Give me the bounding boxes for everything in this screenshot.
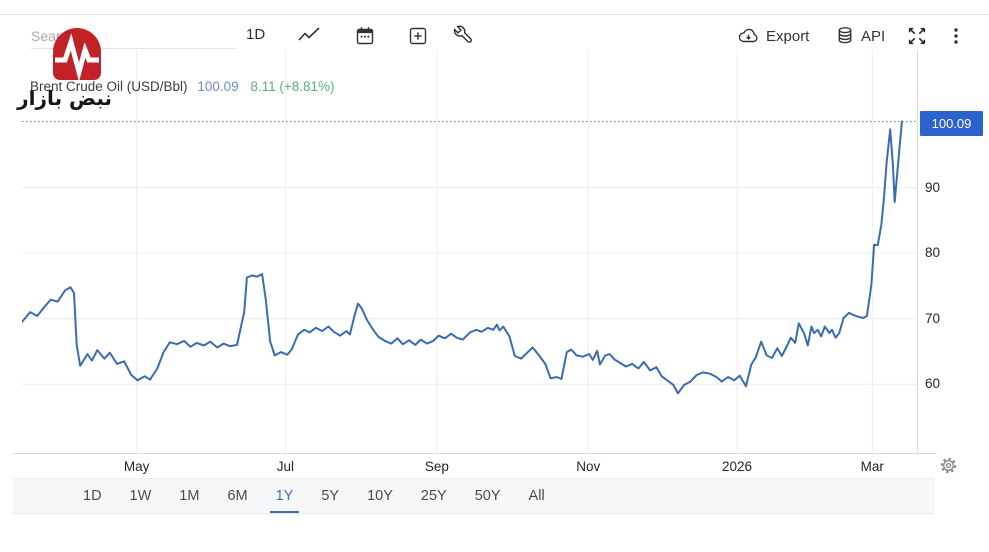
export-label: Export bbox=[766, 27, 810, 45]
calendar-button[interactable] bbox=[353, 24, 377, 48]
price-chart[interactable] bbox=[22, 50, 918, 453]
x-tick-label: 2026 bbox=[721, 459, 753, 474]
range-button-25y[interactable]: 25Y bbox=[415, 479, 453, 513]
add-indicator-button[interactable] bbox=[406, 24, 430, 48]
range-button-5y[interactable]: 5Y bbox=[315, 479, 345, 513]
range-button-10y[interactable]: 10Y bbox=[361, 479, 399, 513]
price-series-line bbox=[22, 120, 903, 395]
chart-settings-button[interactable] bbox=[939, 456, 959, 476]
fullscreen-button[interactable] bbox=[905, 24, 929, 48]
calendar-icon bbox=[356, 27, 374, 45]
range-button-50y[interactable]: 50Y bbox=[469, 479, 507, 513]
last-price-badge: 100.09 bbox=[920, 111, 983, 137]
gear-icon bbox=[940, 457, 957, 474]
tools-button[interactable] bbox=[452, 24, 476, 48]
x-axis-line bbox=[13, 453, 937, 454]
fullscreen-icon bbox=[908, 27, 926, 45]
api-button[interactable]: API bbox=[834, 25, 885, 47]
more-menu-button[interactable] bbox=[944, 24, 968, 48]
line-chart-icon bbox=[298, 27, 320, 41]
last-price: 100.09 bbox=[197, 79, 239, 94]
range-selector: 1D 1W 1M 6M 1Y 5Y 10Y 25Y 50Y All bbox=[13, 478, 934, 514]
range-button-1m[interactable]: 1M bbox=[173, 479, 205, 513]
price-change: 8.11 (+8.81%) bbox=[250, 79, 335, 94]
x-tick-label: Sep bbox=[424, 459, 449, 474]
chart-header: Brent Crude Oil (USD/Bbl) 100.09 8.11 (+… bbox=[30, 79, 335, 94]
y-tick-label: 60 bbox=[925, 376, 941, 392]
range-button-1y[interactable]: 1Y bbox=[269, 479, 300, 513]
range-button-6m[interactable]: 6M bbox=[221, 479, 253, 513]
range-button-1w[interactable]: 1W bbox=[124, 479, 158, 513]
cloud-download-icon bbox=[738, 28, 758, 43]
x-tick-label: May bbox=[123, 459, 150, 474]
plus-square-icon bbox=[409, 27, 427, 45]
x-tick-label: Jul bbox=[276, 459, 295, 474]
interval-dropdown[interactable]: 1D bbox=[246, 26, 266, 43]
database-icon bbox=[838, 27, 852, 44]
instrument-name: Brent Crude Oil (USD/Bbl) bbox=[30, 79, 188, 94]
y-tick-label: 80 bbox=[925, 245, 941, 261]
search-input[interactable] bbox=[31, 23, 236, 49]
range-button-1d[interactable]: 1D bbox=[77, 479, 108, 513]
wrench-icon bbox=[453, 25, 472, 43]
x-tick-label: Mar bbox=[860, 459, 884, 474]
x-tick-label: Nov bbox=[576, 459, 601, 474]
range-button-all[interactable]: All bbox=[523, 479, 551, 513]
widget-top-border bbox=[0, 14, 989, 15]
api-label: API bbox=[861, 27, 886, 45]
export-button[interactable]: Export bbox=[736, 25, 809, 47]
chart-type-button[interactable] bbox=[297, 24, 321, 48]
y-tick-label: 90 bbox=[925, 179, 941, 195]
kebab-menu-icon bbox=[954, 28, 958, 44]
y-tick-label: 70 bbox=[925, 310, 941, 326]
